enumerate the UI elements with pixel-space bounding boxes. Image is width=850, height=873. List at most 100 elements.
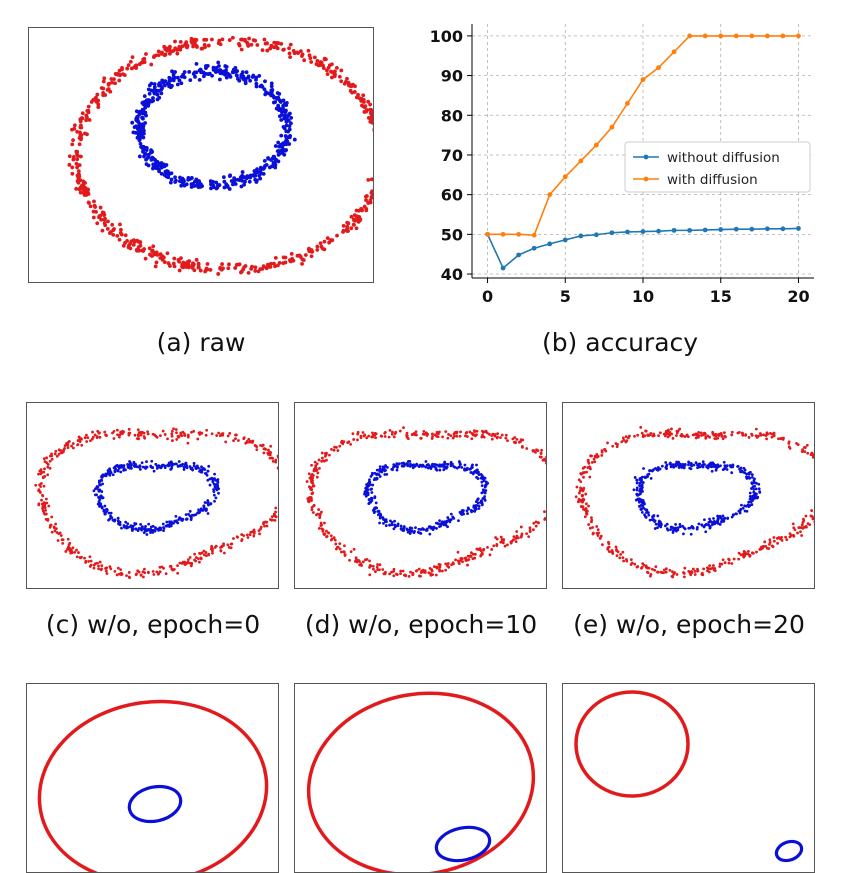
scatter-point <box>282 98 286 102</box>
scatter-point <box>761 547 764 550</box>
scatter-point <box>686 434 689 437</box>
legend-marker <box>644 177 649 182</box>
scatter-point <box>744 434 747 437</box>
scatter-point <box>496 538 499 541</box>
scatter-point <box>205 554 208 557</box>
scatter-point <box>585 512 588 515</box>
scatter-point <box>144 114 148 118</box>
scatter-point <box>718 565 721 568</box>
scatter-point <box>146 430 149 433</box>
scatter-point <box>189 515 192 518</box>
scatter-point <box>147 523 150 526</box>
scatter-point <box>639 508 642 511</box>
scatter-point <box>72 442 75 445</box>
scatter-point <box>409 527 412 530</box>
scatter-point <box>105 434 108 437</box>
scatter-point <box>758 487 761 490</box>
scatter-point <box>159 571 162 574</box>
scatter-point <box>708 571 711 574</box>
scatter-point <box>712 517 715 520</box>
scatter-point <box>262 444 265 447</box>
scatter-point <box>195 62 199 66</box>
scatter-point <box>115 73 119 77</box>
scatter-point <box>649 469 652 472</box>
scatter-point <box>315 62 319 66</box>
scatter-point <box>215 545 218 548</box>
scatter-point <box>158 526 161 529</box>
scatter-point <box>190 182 194 186</box>
scatter-point <box>213 494 216 497</box>
data-point <box>641 77 646 82</box>
data-point <box>672 49 677 54</box>
scatter-point <box>187 70 191 74</box>
scatter-point <box>168 79 172 83</box>
data-point <box>718 34 723 39</box>
scatter-point <box>100 564 103 567</box>
scatter-point <box>618 556 621 559</box>
scatter-point <box>479 555 482 558</box>
scatter-point <box>272 101 276 105</box>
scatter-point <box>51 458 54 461</box>
scatter-point <box>103 221 107 225</box>
scatter-point <box>408 460 411 463</box>
scatter-point <box>178 48 182 52</box>
scatter-point <box>162 526 165 529</box>
scatter-point <box>117 79 121 83</box>
scatter-point <box>228 432 231 435</box>
scatter-point <box>656 468 659 471</box>
scatter-point <box>326 72 330 76</box>
scatter-point <box>255 43 259 47</box>
scatter-point <box>600 454 603 457</box>
scatter-point <box>325 530 328 533</box>
scatter-point <box>92 436 95 439</box>
scatter-point <box>646 566 649 569</box>
scatter-point <box>328 63 332 67</box>
scatter-point <box>185 517 188 520</box>
scatter-point <box>540 449 543 452</box>
scatter-point <box>143 571 146 574</box>
scatter-point <box>114 470 117 473</box>
scatter-point <box>170 522 173 525</box>
scatter-point <box>149 531 152 534</box>
scatter-point <box>802 521 805 524</box>
scatter-point <box>652 518 655 521</box>
scatter-point <box>318 459 321 462</box>
scatter-point <box>245 176 249 180</box>
scatter-point <box>723 464 726 467</box>
scatter-point <box>240 533 243 536</box>
scatter-point <box>731 464 734 467</box>
scatter-point <box>654 527 657 530</box>
scatter-point <box>656 514 659 517</box>
scatter-point <box>228 38 232 42</box>
scatter-point <box>236 535 239 538</box>
scatter-point <box>415 434 418 437</box>
scatter-point <box>127 466 130 469</box>
scatter-point <box>158 162 162 166</box>
scatter-point <box>544 459 547 462</box>
scatter-point <box>328 454 331 457</box>
scatter-point <box>504 545 507 548</box>
scatter-point <box>234 182 238 186</box>
scatter-point <box>546 457 547 460</box>
scatter-point <box>808 523 811 526</box>
scatter-point <box>129 525 132 528</box>
scatter-point <box>282 255 286 259</box>
scatter-point <box>469 431 472 434</box>
scatter-point <box>411 572 414 575</box>
scatter-point <box>206 499 209 502</box>
scatter-point <box>79 440 82 443</box>
scatter-point <box>340 551 343 554</box>
scatter-point <box>670 433 673 436</box>
scatter-point <box>247 37 251 41</box>
scatter-point <box>256 170 260 174</box>
scatter-point <box>442 468 445 471</box>
scatter-point <box>184 265 188 269</box>
scatter-point <box>154 166 158 170</box>
scatter-point <box>421 527 424 530</box>
scatter-point <box>107 519 110 522</box>
scatter-point <box>148 83 152 87</box>
scatter-point <box>383 470 386 473</box>
scatter-point <box>378 473 381 476</box>
scatter-point <box>99 502 102 505</box>
scatter-point <box>198 561 201 564</box>
